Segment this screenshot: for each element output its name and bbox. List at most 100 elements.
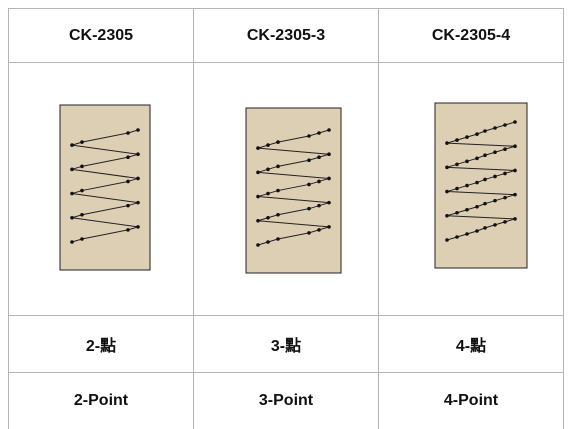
stitch-point: [513, 217, 517, 221]
stitch-point: [80, 237, 84, 241]
stitch-point: [503, 196, 507, 200]
stitch-point: [317, 228, 321, 232]
stitch-point: [475, 205, 479, 209]
stitch-point: [513, 144, 517, 148]
stitch-point: [256, 219, 260, 223]
stitch-point: [266, 168, 270, 172]
fabric: [435, 103, 527, 268]
row: 2-點 3-點 4-點: [9, 316, 564, 373]
stitch-point: [266, 192, 270, 196]
stitch-point: [445, 190, 449, 194]
stitch-point: [493, 199, 497, 203]
stitch-point: [327, 201, 331, 205]
stitch-point: [136, 177, 140, 181]
stitch-point: [327, 152, 331, 156]
stitch-point: [503, 220, 507, 224]
image-row: [9, 63, 564, 316]
stitch-point: [317, 180, 321, 184]
image-cell: [9, 63, 194, 316]
stitch-point: [80, 189, 84, 193]
stitch-point: [503, 123, 507, 127]
cell: 2-點: [9, 316, 194, 373]
stitch-point: [513, 193, 517, 197]
header-row: CK-2305 CK-2305-3 CK-2305-4: [9, 9, 564, 63]
stitch-point: [307, 134, 311, 138]
stitch-point: [126, 180, 130, 184]
stitch-point: [256, 146, 260, 150]
stitch-point: [70, 168, 74, 172]
stitch-point: [483, 153, 487, 157]
image-cell: [194, 63, 379, 316]
stitch-point: [266, 143, 270, 147]
stitch-point: [70, 192, 74, 196]
stitch-point: [266, 216, 270, 220]
stitch-point: [327, 128, 331, 132]
header-cell: CK-2305-3: [194, 9, 379, 63]
stitch-point: [475, 132, 479, 136]
stitch-point: [126, 204, 130, 208]
stitch-point: [493, 175, 497, 179]
stitch-point: [276, 140, 280, 144]
stitch-point: [80, 140, 84, 144]
stitch-point: [503, 147, 507, 151]
stitch-point: [483, 129, 487, 133]
header-cell: CK-2305-4: [379, 9, 564, 63]
stitch-point: [307, 158, 311, 162]
stitch-point: [475, 157, 479, 161]
stitch-table: CK-2305 CK-2305-3 CK-2305-4 2-點 3-點 4-點 …: [8, 8, 564, 429]
cell: 3-點: [194, 316, 379, 373]
stitch-point: [445, 238, 449, 242]
stitch-point: [276, 165, 280, 169]
stitch-point: [80, 213, 84, 217]
stitch-point: [276, 213, 280, 217]
stitch-point: [465, 232, 469, 236]
stitch-point: [70, 143, 74, 147]
stitch-point: [136, 152, 140, 156]
stitch-point: [276, 189, 280, 193]
stitch-point: [126, 131, 130, 135]
stitch-point: [136, 128, 140, 132]
stitch-point: [465, 160, 469, 164]
stitch-point: [493, 223, 497, 227]
stitch-diagram: [9, 63, 193, 315]
header-cell: CK-2305: [9, 9, 194, 63]
stitch-point: [307, 183, 311, 187]
stitch-point: [256, 195, 260, 199]
stitch-point: [445, 214, 449, 218]
stitch-point: [455, 235, 459, 239]
stitch-point: [455, 187, 459, 191]
stitch-point: [475, 181, 479, 185]
stitch-point: [136, 225, 140, 229]
stitch-point: [307, 231, 311, 235]
stitch-point: [80, 165, 84, 169]
stitch-point: [126, 155, 130, 159]
stitch-point: [256, 243, 260, 247]
stitch-point: [455, 163, 459, 167]
stitch-point: [266, 240, 270, 244]
cell: 4-點: [379, 316, 564, 373]
stitch-point: [483, 226, 487, 230]
stitch-point: [126, 228, 130, 232]
stitch-point: [317, 131, 321, 135]
stitch-point: [70, 216, 74, 220]
stitch-point: [513, 169, 517, 173]
stitch-point: [136, 201, 140, 205]
stitch-point: [483, 178, 487, 182]
stitch-point: [327, 177, 331, 181]
stitch-point: [475, 229, 479, 233]
stitch-point: [276, 237, 280, 241]
stitch-point: [465, 135, 469, 139]
stitch-point: [465, 208, 469, 212]
image-cell: [379, 63, 564, 316]
stitch-point: [455, 211, 459, 215]
stitch-point: [493, 150, 497, 154]
stitch-point: [256, 171, 260, 175]
stitch-diagram: [379, 63, 563, 315]
fabric: [246, 108, 341, 273]
stitch-point: [483, 202, 487, 206]
stitch-point: [317, 204, 321, 208]
stitch-point: [465, 184, 469, 188]
stitch-point: [70, 240, 74, 244]
stitch-point: [445, 166, 449, 170]
